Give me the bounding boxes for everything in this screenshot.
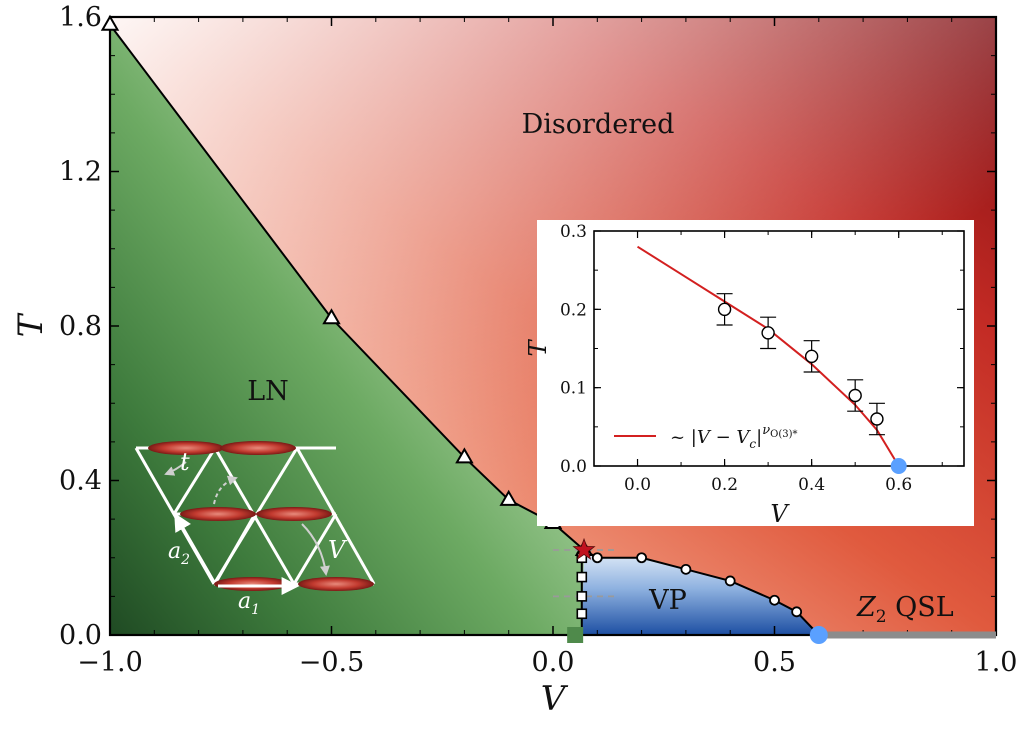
triangle-marker	[100, 14, 120, 31]
hop-arrow-icon	[301, 523, 330, 576]
x-axis-label: V	[541, 679, 569, 719]
hop-arrow-icon	[164, 461, 187, 476]
region-label-vp: VP	[648, 585, 687, 616]
triangle-marker	[322, 308, 341, 325]
x-tick-label: 0.0	[532, 647, 575, 678]
inset-qcp-point	[890, 458, 907, 474]
circle-marker	[717, 302, 732, 317]
square-marker	[576, 571, 588, 583]
diamond-marker	[591, 552, 603, 564]
inset-x-axis-label: V	[770, 500, 790, 528]
dimer-ellipse	[298, 577, 374, 591]
dimer-ellipse	[180, 507, 256, 521]
dimer-ellipse	[148, 441, 224, 455]
fit-curve-line	[636, 245, 900, 467]
y-tick-label: 0.0	[59, 620, 102, 651]
lattice-label-a2: a2	[168, 539, 190, 568]
inset-series	[636, 245, 907, 474]
dimer-ellipse	[256, 507, 332, 521]
x-tick-label: 0.5	[753, 647, 796, 678]
diamond-marker	[791, 606, 803, 618]
diamond-marker	[769, 594, 780, 606]
inset-legend: ~ |V − Vc|νO(3)*	[614, 423, 798, 451]
inset-y-tick-label: 0.2	[560, 300, 587, 320]
x-tick-label: −0.5	[299, 647, 365, 678]
circle-marker	[761, 326, 775, 340]
circle-marker	[804, 349, 819, 364]
inset-x-tick-label: 0.6	[885, 475, 912, 495]
inset-axes: 0.0 0.2 0.4 0.6 0.0 0.1 0.2 0.3 V T	[524, 222, 965, 528]
diamond-marker	[724, 575, 736, 587]
tricritical-star-icon	[572, 537, 596, 560]
square-marker	[576, 591, 588, 602]
a2-arrow-icon	[174, 512, 216, 583]
inset-background	[537, 220, 974, 526]
square-marker	[576, 608, 588, 620]
x-tick-label: −1.0	[77, 647, 143, 678]
qcp-point	[809, 626, 828, 644]
circle-marker	[848, 388, 862, 403]
circle-marker	[870, 412, 884, 426]
y-tick-label: 1.6	[59, 2, 102, 33]
inset-y-tick-label: 0.1	[560, 379, 587, 399]
inset-y-tick-label: 0.3	[560, 222, 587, 242]
lattice-label-t: t	[180, 448, 190, 476]
vp-region-fill	[581, 550, 819, 635]
y-tick-label: 0.4	[59, 466, 102, 497]
hop-arrow-icon	[213, 475, 238, 505]
lattice-label-v: V	[328, 536, 348, 564]
inset-x-tick-label: 0.4	[798, 475, 825, 495]
triangle-marker	[455, 447, 474, 464]
diamond-marker	[680, 563, 692, 575]
diamond-marker	[636, 552, 647, 564]
inset-y-axis-label: T	[524, 339, 552, 357]
inset-panel: 0.0 0.2 0.4 0.6 0.0 0.1 0.2 0.3 V T ~ |V − Vc|νO(…	[524, 220, 974, 528]
green-square-point	[567, 627, 584, 643]
y-tick-label: 0.8	[59, 311, 102, 342]
lattice-label-a1: a1	[238, 589, 260, 618]
inset-x-tick-label: 0.0	[624, 475, 651, 495]
dimer-ellipse	[220, 441, 296, 455]
dimer-ellipse	[214, 577, 290, 591]
inset-y-tick-label: 0.0	[560, 457, 587, 477]
inset-x-tick-label: 0.2	[711, 475, 738, 495]
legend-label: ~ |V − Vc|νO(3)*	[670, 423, 798, 451]
region-label-qsl: Z2 QSL	[856, 592, 954, 627]
triangle-marker	[499, 489, 518, 506]
main-axes: −1.0 −0.5 0.0 0.5 1.0 0.0 0.4 0.8 1.2 1.6	[59, 2, 1017, 678]
x-tick-label: 1.0	[975, 647, 1018, 678]
lattice-sketch: t V a2 a1	[134, 441, 376, 618]
region-label-disordered: Disordered	[522, 109, 675, 140]
y-axis-label: T	[11, 312, 51, 337]
region-label-ln: LN	[247, 376, 289, 407]
y-tick-label: 1.2	[59, 157, 102, 188]
